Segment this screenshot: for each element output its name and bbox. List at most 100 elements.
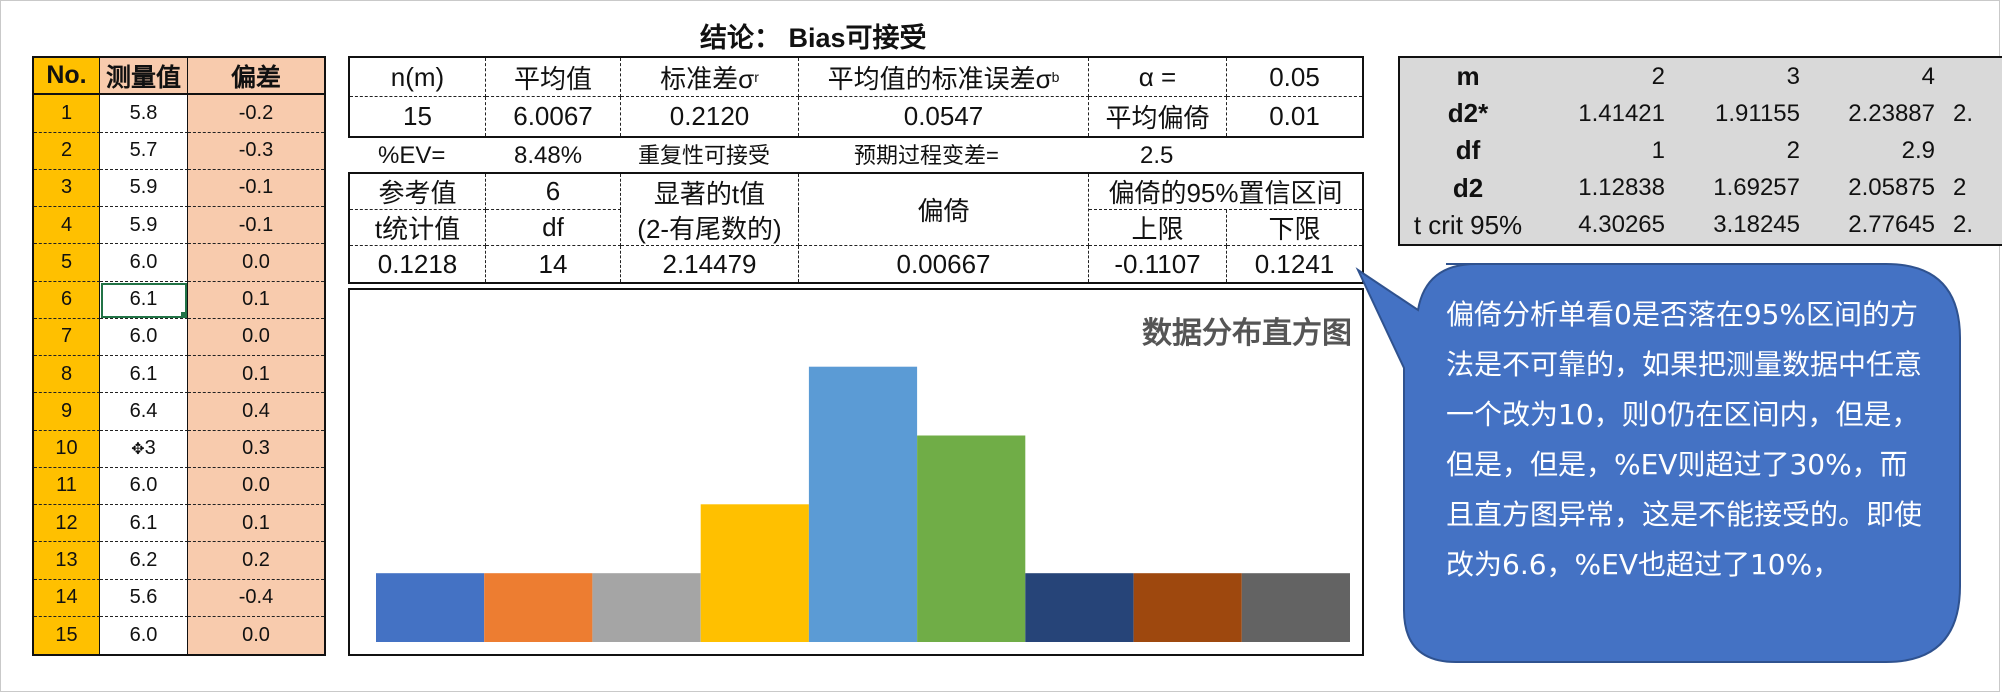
ref-value-cell[interactable]: 1.69257: [1713, 174, 1800, 202]
measured-value-cell[interactable]: 6.4: [100, 393, 188, 431]
process-variation-value[interactable]: 2.5: [1140, 142, 1174, 169]
lower-label[interactable]: 下限: [1227, 210, 1362, 246]
repeatability-status[interactable]: 重复性可接受: [638, 143, 771, 168]
ref-value-cell-clipped[interactable]: 2.: [1953, 99, 1974, 127]
header-std-error[interactable]: 平均值的标准误差σ b: [799, 58, 1089, 97]
row-number[interactable]: 7: [34, 318, 100, 356]
deviation-cell[interactable]: 0.0: [188, 616, 324, 654]
ref-value-cell[interactable]: 2.9: [1901, 136, 1935, 164]
measured-value-cell[interactable]: 6.1: [100, 281, 188, 319]
deviation-cell[interactable]: 0.4: [188, 393, 324, 431]
t-crit-value[interactable]: 2.14479: [621, 246, 799, 282]
deviation-cell[interactable]: 0.1: [188, 505, 324, 543]
ci-label[interactable]: 偏倚的95%置信区间: [1089, 174, 1362, 210]
histogram-bar[interactable]: [1133, 573, 1242, 642]
deviation-cell[interactable]: 0.3: [188, 430, 324, 468]
deviation-cell[interactable]: 0.0: [188, 244, 324, 282]
header-measured-value[interactable]: 测量值: [100, 58, 188, 96]
alpha-label[interactable]: α =: [1089, 58, 1227, 97]
t-stat-label[interactable]: t统计值: [350, 210, 486, 246]
ref-value-cell[interactable]: 2.77645: [1848, 211, 1935, 239]
row-number[interactable]: 14: [34, 579, 100, 617]
ev-label[interactable]: %EV=: [378, 142, 446, 169]
histogram-bar[interactable]: [376, 573, 485, 642]
alpha-value[interactable]: 0.05: [1227, 58, 1362, 97]
ref-value-cell-clipped[interactable]: 2.: [1953, 211, 1974, 239]
upper-value[interactable]: -0.1107: [1089, 246, 1227, 282]
ref-row-label[interactable]: t crit 95%: [1413, 209, 1523, 240]
ref-value-cell[interactable]: 1.41421: [1578, 99, 1665, 127]
t-stat-value[interactable]: 0.1218: [350, 246, 486, 282]
ref-row-label[interactable]: m: [1456, 61, 1480, 92]
ref-value-cell[interactable]: 4: [1921, 62, 1935, 90]
ref-row-label[interactable]: df: [1455, 135, 1481, 166]
header-no[interactable]: No.: [34, 58, 100, 96]
deviation-cell[interactable]: 0.1: [188, 356, 324, 394]
row-number[interactable]: 4: [34, 207, 100, 245]
deviation-cell[interactable]: -0.1: [188, 207, 324, 245]
measured-value-cell[interactable]: 6.0: [100, 616, 188, 654]
n-value[interactable]: 15: [350, 97, 486, 136]
header-n[interactable]: n(m): [350, 58, 486, 97]
row-number[interactable]: 9: [34, 393, 100, 431]
callout-bubble[interactable]: 偏倚分析单看0是否落在95%区间的方法是不可靠的，如果把测量数据中任意一个改为1…: [1346, 258, 1966, 672]
ev-value[interactable]: 8.48%: [514, 142, 583, 169]
deviation-cell[interactable]: -0.3: [188, 132, 324, 170]
row-number[interactable]: 10: [34, 430, 100, 468]
process-variation-label[interactable]: 预期过程变差=: [854, 143, 999, 168]
row-number[interactable]: 5: [34, 244, 100, 282]
histogram-bar[interactable]: [917, 435, 1026, 643]
header-std-dev[interactable]: 标准差σ r: [621, 58, 799, 97]
upper-label[interactable]: 上限: [1089, 210, 1227, 246]
ref-row-label[interactable]: d2: [1452, 172, 1484, 203]
header-mean[interactable]: 平均值: [486, 58, 621, 97]
ref-value-cell[interactable]: 3: [1786, 62, 1800, 90]
measured-value-cell[interactable]: 5.8: [100, 95, 188, 133]
ref-value-cell[interactable]: 1.91155: [1715, 99, 1800, 127]
histogram-bar[interactable]: [592, 573, 701, 642]
row-number[interactable]: 13: [34, 542, 100, 580]
ref-value-cell[interactable]: 1.12838: [1578, 174, 1665, 202]
measured-value-cell[interactable]: 5.9: [100, 207, 188, 245]
reference-value[interactable]: 6: [486, 174, 621, 210]
ref-value-cell[interactable]: 3.18245: [1713, 211, 1800, 239]
ref-value-cell-clipped[interactable]: [1941, 58, 2002, 95]
ref-value-cell[interactable]: 2.05875: [1848, 174, 1935, 202]
mean-value[interactable]: 6.0067: [486, 97, 621, 136]
row-number[interactable]: 2: [34, 132, 100, 170]
deviation-cell[interactable]: 0.2: [188, 542, 324, 580]
bias-label[interactable]: 偏倚: [799, 174, 1089, 246]
deviation-cell[interactable]: -0.1: [188, 169, 324, 207]
deviation-cell[interactable]: 0.1: [188, 281, 324, 319]
ref-value-cell[interactable]: 2: [1651, 62, 1665, 90]
measured-value-cell[interactable]: 6.0: [100, 467, 188, 505]
std-error-value[interactable]: 0.0547: [799, 97, 1089, 136]
ref-value-cell-clipped[interactable]: 2: [1953, 174, 1967, 202]
lower-value[interactable]: 0.1241: [1254, 248, 1335, 279]
row-number[interactable]: 11: [34, 467, 100, 505]
measured-value-cell[interactable]: 5.6: [100, 579, 188, 617]
histogram-bar[interactable]: [1025, 573, 1134, 642]
mean-bias-label[interactable]: 平均偏倚: [1089, 97, 1227, 136]
mean-bias-value[interactable]: 0.01: [1269, 101, 1320, 131]
row-number[interactable]: 6: [34, 281, 100, 319]
measured-value-cell[interactable]: 6.2: [100, 542, 188, 580]
header-deviation[interactable]: 偏差: [188, 58, 324, 96]
deviation-cell[interactable]: -0.2: [188, 95, 324, 133]
histogram-bar[interactable]: [1241, 573, 1350, 642]
measured-value-cell[interactable]: 6.0: [100, 318, 188, 356]
df-label[interactable]: df: [486, 210, 621, 246]
measured-value-cell[interactable]: ✥ 3: [100, 430, 188, 468]
deviation-cell[interactable]: -0.4: [188, 579, 324, 617]
row-number[interactable]: 8: [34, 356, 100, 394]
measured-value-cell[interactable]: 5.7: [100, 132, 188, 170]
df-value[interactable]: 14: [486, 246, 621, 282]
measured-value-cell[interactable]: 6.1: [100, 356, 188, 394]
row-number[interactable]: 12: [34, 505, 100, 543]
deviation-cell[interactable]: 0.0: [188, 318, 324, 356]
ref-row-label[interactable]: d2*: [1447, 98, 1489, 129]
row-number[interactable]: 3: [34, 169, 100, 207]
sig-t-label-line1[interactable]: 显著的t值: [621, 174, 799, 210]
histogram-bar[interactable]: [700, 504, 809, 642]
ref-value-cell[interactable]: 2.23887: [1848, 99, 1935, 127]
